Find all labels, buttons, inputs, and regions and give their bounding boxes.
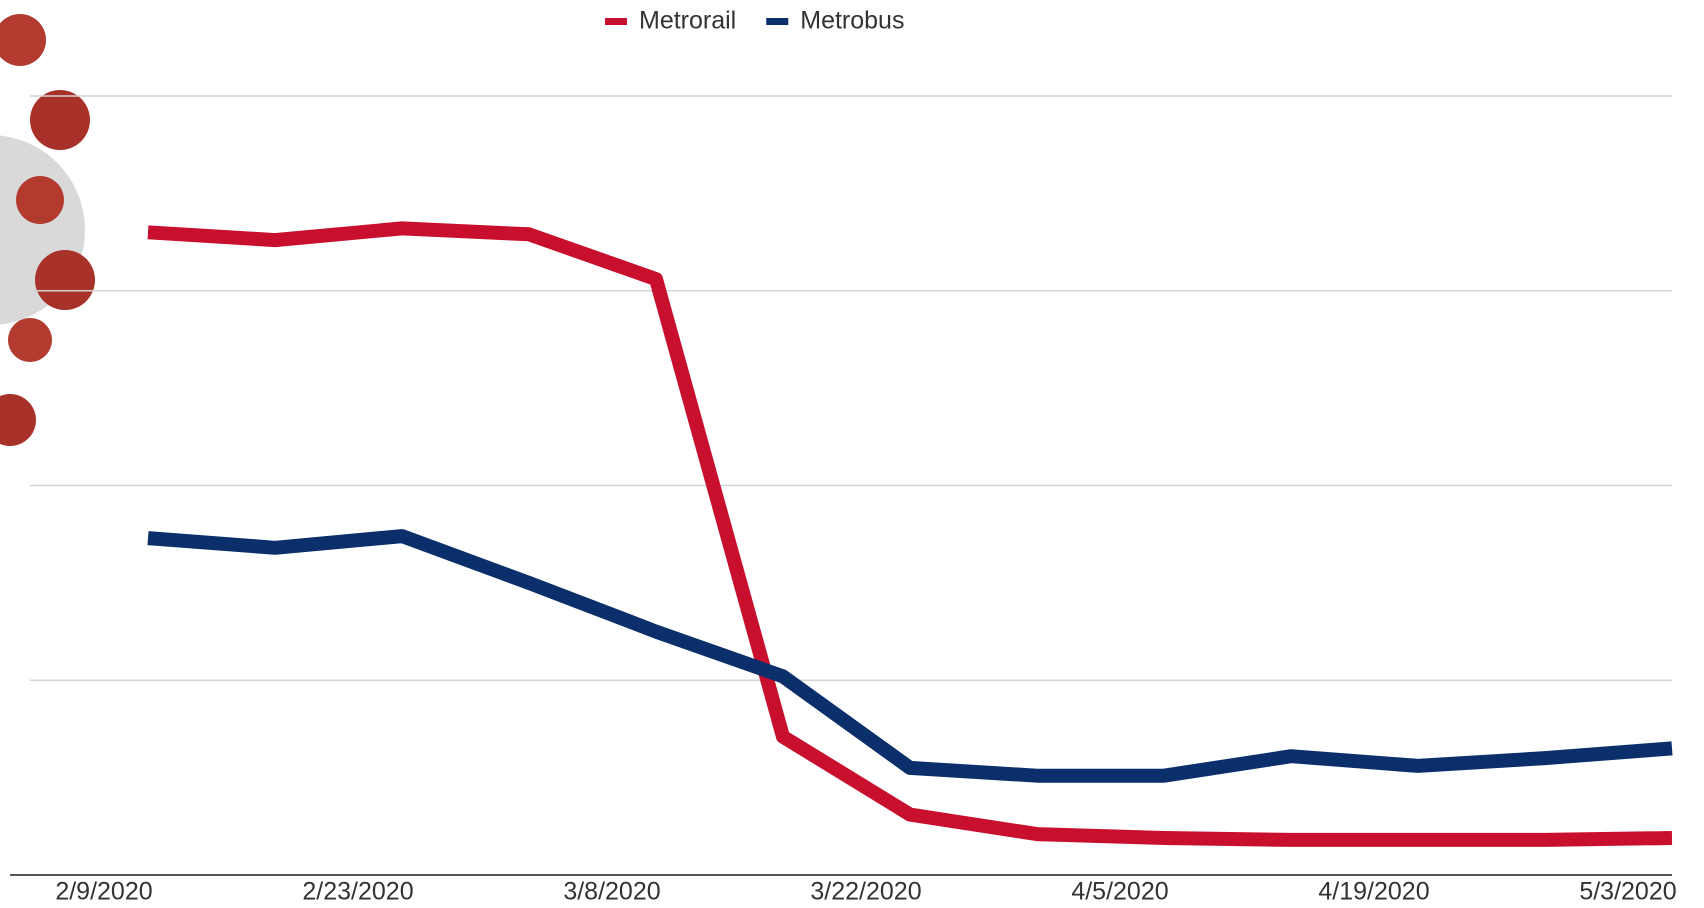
legend-label: Metrobus (800, 7, 904, 35)
x-tick-label: 2/9/2020 (55, 878, 152, 906)
legend-swatch (766, 18, 788, 25)
x-tick-label: 2/23/2020 (302, 878, 413, 906)
grid (10, 96, 1672, 875)
page: {"chart_data": { "type": "line", "catego… (0, 0, 1704, 908)
x-tick-label: 4/19/2020 (1318, 878, 1429, 906)
virus-illustration (0, 14, 95, 446)
x-tick-label: 3/8/2020 (563, 878, 660, 906)
legend: Metrorail Metrobus (605, 7, 904, 35)
lines (148, 228, 1672, 840)
x-tick-label: 3/22/2020 (810, 878, 921, 906)
legend-swatch (605, 18, 627, 25)
legend-label: Metrorail (639, 7, 736, 35)
series-line (148, 536, 1672, 776)
x-tick-label: 5/3/2020 (1579, 878, 1676, 906)
x-tick-label: 4/5/2020 (1071, 878, 1168, 906)
chart: 2/9/2020 2/23/2020 3/8/2020 3/22/2020 4/5/20… (0, 0, 1704, 908)
x-axis: 2/9/2020 2/23/2020 3/8/2020 3/22/2020 4/5/20… (55, 878, 1676, 906)
